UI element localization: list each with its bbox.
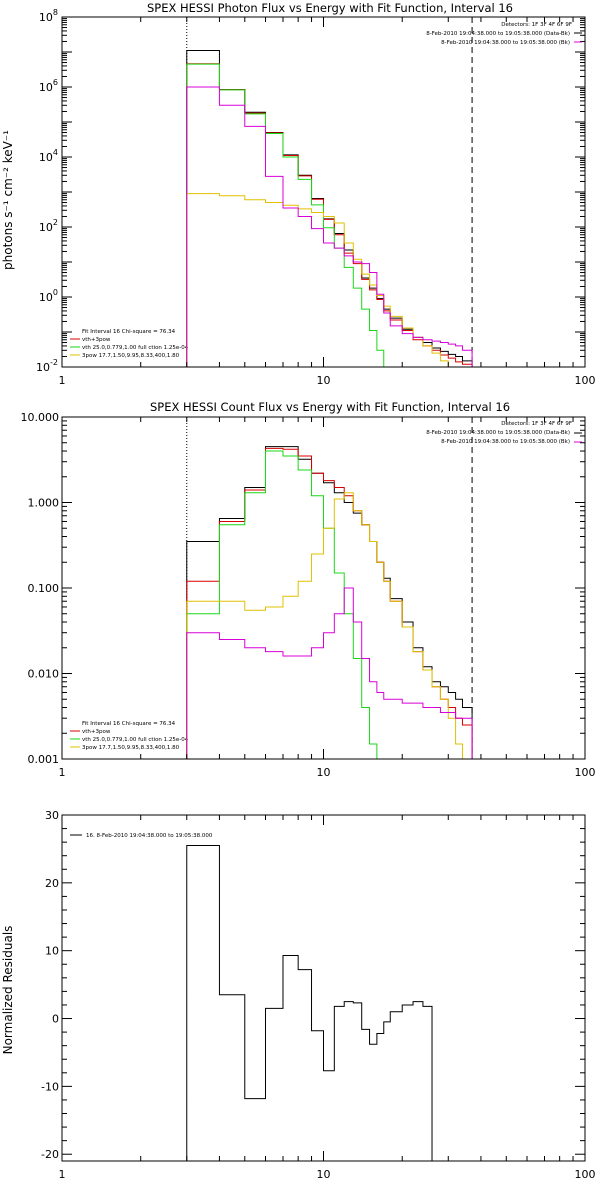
count-data-interval-info: 8-Feb-2010 19:04:38.000 to 19:05:38.000 … (426, 430, 570, 436)
photon-y-tick-label: 102 (39, 218, 58, 234)
count-legend-vth: vth 25.0,0.779,1.00 full ction 1.25e-04 (82, 737, 189, 743)
count-x-tick-label: 1 (59, 766, 66, 779)
photon-legend-fit: Fit Interval 16 Chi-square = 76.34 (82, 329, 176, 335)
photon-y-tick-label: 100 (39, 288, 58, 304)
count-x-tick-label: 10 (317, 766, 331, 779)
residuals-x-tick-label: 100 (575, 1168, 596, 1181)
count-series-data-bk (186, 446, 473, 759)
count-axes-frame (61, 416, 586, 760)
photon-y-tick-label: 108 (39, 8, 58, 24)
residuals-y-tick-label: 10 (45, 945, 59, 958)
count-flux-panel: SPEX HESSI Count Flux vs Energy with Fit… (21, 400, 596, 779)
photon-y-axis-label: photons s⁻¹ cm⁻² keV⁻¹ (1, 130, 15, 270)
count-series-bk (186, 587, 473, 759)
photon-plot-area (186, 17, 473, 367)
photon-flux-panel: SPEX HESSI Photon Flux vs Energy with Fi… (1, 1, 596, 387)
photon-legend-vth: vth 25.0,0.779,1.00 full ction 1.25e-04 (82, 345, 189, 351)
residuals-axes-frame (61, 814, 586, 1162)
count-y-tick-label: 1.000 (28, 497, 60, 510)
photon-panel-title: SPEX HESSI Photon Flux vs Energy with Fi… (147, 1, 513, 15)
count-panel-title: SPEX HESSI Count Flux vs Energy with Fit… (150, 400, 510, 414)
photon-x-tick-label: 1 (59, 374, 66, 387)
photon-y-tick-label: 106 (39, 78, 58, 94)
count-legend-vth3pow: vth+3pow (82, 729, 111, 735)
photon-series-bk (186, 86, 473, 367)
photon-y-tick-label: 104 (39, 148, 58, 164)
photon-data-interval-info: 8-Feb-2010 19:04:38.000 to 19:05:38.000 … (426, 31, 570, 37)
residuals-y-tick-label: 20 (45, 877, 59, 890)
residuals-legend-entry: 16. 8-Feb-2010 19:04:38.000 to 19:05:38.… (86, 833, 213, 839)
count-y-tick-label: 10.000 (21, 411, 60, 424)
residuals-plot-area (186, 845, 433, 1161)
photon-series-vth-3pow (186, 63, 473, 367)
residuals-series-16 (186, 845, 433, 1161)
count-series-3pow (186, 492, 473, 759)
residuals-x-tick-label: 1 (59, 1168, 66, 1181)
residuals-x-tick-label: 10 (317, 1168, 331, 1181)
residuals-y-tick-label: 0 (52, 1013, 59, 1026)
photon-bk-interval-info: 8-Feb-2010 19:04:38.000 to 19:05:38.000 … (441, 40, 570, 46)
photon-legend-3pow: 3pow 17.7,1.50,9.95,8.33,400,1.80 (82, 353, 180, 359)
residuals-y-tick-label: 30 (45, 809, 59, 822)
count-detectors-info: Detectors: 1F 3F 4F 6F 9F (501, 421, 572, 427)
photon-x-tick-label: 10 (317, 374, 331, 387)
photon-detectors-info: Detectors: 1F 3F 4F 6F 9F (501, 22, 572, 28)
photon-series-vth (186, 63, 391, 367)
count-y-tick-label: 0.100 (28, 582, 60, 595)
count-legend-fit: Fit Interval 16 Chi-square = 76.34 (82, 721, 176, 727)
photon-series-3pow (186, 193, 473, 367)
photon-series-data-bk (186, 50, 473, 367)
count-legend-3pow: 3pow 17.7,1.50,9.95,8.33,400,1.80 (82, 745, 180, 751)
residuals-y-tick-label: -20 (41, 1148, 59, 1161)
photon-x-tick-label: 100 (575, 374, 596, 387)
count-y-tick-label: 0.001 (28, 753, 60, 766)
residuals-y-tick-label: -10 (41, 1080, 59, 1093)
count-plot-area (186, 417, 473, 759)
count-x-tick-label: 100 (575, 766, 596, 779)
count-y-tick-label: 0.010 (28, 668, 60, 681)
residuals-panel: Normalized Residuals 16. 8-Feb-2010 19:0… (1, 809, 596, 1181)
photon-y-tick-label: 10-2 (36, 358, 58, 374)
count-series-vth-3pow (186, 447, 473, 759)
photon-axes-frame (61, 16, 586, 368)
photon-legend-vth3pow: vth+3pow (82, 337, 111, 343)
count-bk-interval-info: 8-Feb-2010 19:04:38.000 to 19:05:38.000 … (441, 439, 570, 445)
residuals-y-axis-label: Normalized Residuals (1, 926, 15, 1055)
count-series-vth (186, 450, 384, 759)
